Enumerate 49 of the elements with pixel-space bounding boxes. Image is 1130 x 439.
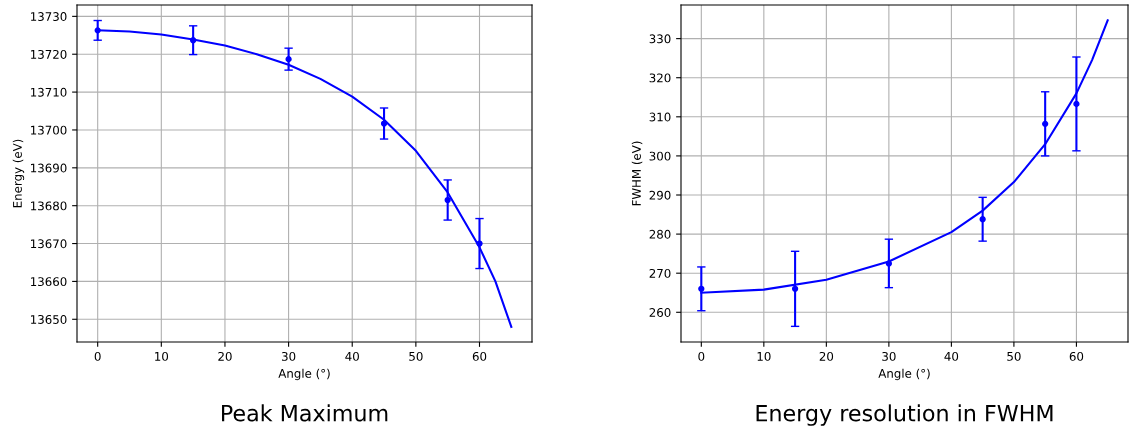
point — [285, 56, 292, 63]
y-tick-label: 13670 — [31, 239, 67, 249]
point — [979, 216, 986, 223]
x-tick-label: 0 — [94, 351, 101, 361]
x-axis-title: Angle (°) — [278, 368, 330, 381]
y-tick-label: 290 — [649, 190, 671, 200]
y-axis-title: Energy (eV) — [12, 139, 25, 208]
y-tick-label: 280 — [649, 229, 671, 239]
y-tick-label: 13650 — [31, 315, 67, 324]
y-tick-label: 13690 — [31, 163, 67, 173]
x-tick-label: 20 — [218, 351, 232, 361]
y-tick-label: 310 — [649, 112, 671, 122]
y-tick-label: 320 — [649, 73, 671, 83]
x-tick-label: 20 — [819, 351, 834, 361]
y-tick-label: 13700 — [31, 125, 67, 135]
y-tick-label: 270 — [649, 268, 671, 278]
point — [444, 196, 451, 204]
x-tick-label: 60 — [472, 351, 487, 361]
y-axis-title: FWHM (eV) — [631, 141, 643, 206]
y-tick-label: 330 — [649, 34, 671, 44]
y-tick-label: 300 — [649, 151, 671, 161]
point — [791, 285, 799, 292]
y-tick-label: 13730 — [31, 12, 67, 22]
x-tick-label: 30 — [882, 351, 896, 361]
x-tick-label: 50 — [409, 351, 423, 361]
point — [1073, 100, 1080, 108]
x-tick-label: 0 — [698, 351, 705, 361]
x-tick-label: 60 — [1069, 351, 1084, 361]
y-tick-label: 13680 — [31, 201, 67, 211]
y-tick-label: 13660 — [31, 277, 67, 287]
x-tick-label: 50 — [1007, 351, 1021, 361]
x-tick-label: 10 — [155, 351, 169, 361]
x-tick-label: 40 — [345, 351, 359, 361]
point — [885, 260, 892, 267]
x-axis-title: Angle (°) — [878, 368, 930, 381]
y-tick-label: 13720 — [31, 49, 67, 59]
point — [476, 240, 483, 247]
y-tick-label: 13710 — [31, 87, 67, 97]
x-tick-label: 10 — [757, 351, 771, 361]
y-tick-label: 260 — [649, 308, 671, 317]
text: Peak Maximum — [222, 404, 388, 422]
point — [698, 285, 705, 292]
point — [190, 37, 197, 44]
point — [1042, 120, 1049, 127]
point — [94, 27, 101, 34]
point — [380, 120, 388, 127]
x-tick-label: 30 — [281, 351, 296, 361]
x-tick-label: 40 — [944, 351, 959, 361]
text: Energy resolution in FWHM — [756, 404, 1053, 426]
